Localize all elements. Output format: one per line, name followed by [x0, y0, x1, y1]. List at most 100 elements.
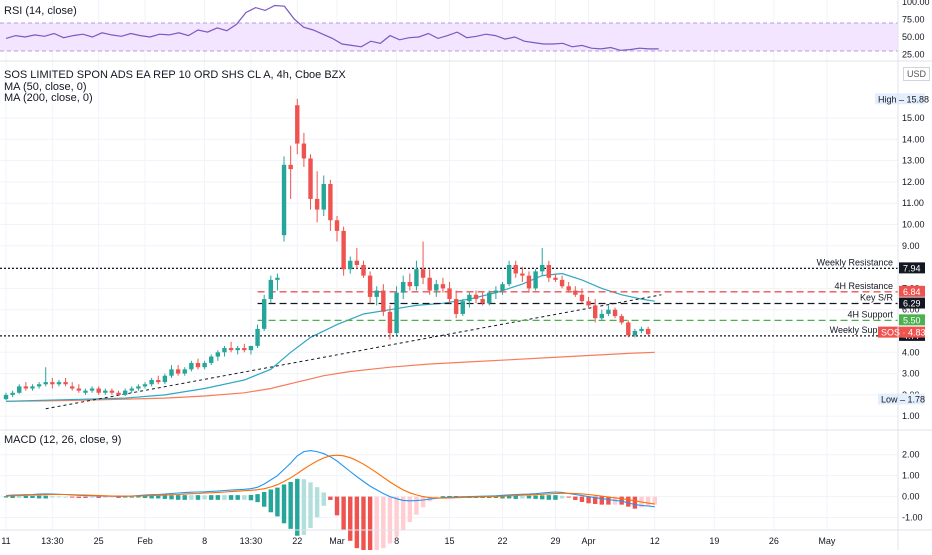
macd-tick-label: -1.00 — [902, 513, 923, 523]
time-tick-label: Mar — [329, 536, 345, 546]
macd-histogram-bar — [96, 496, 101, 498]
macd-histogram-bar — [122, 496, 128, 498]
high-tag — [875, 93, 925, 105]
time-tick-label: 22 — [292, 536, 302, 546]
candle-body — [242, 348, 247, 351]
macd-histogram-bar — [129, 496, 134, 498]
rsi-title[interactable]: RSI (14, close) — [4, 5, 77, 17]
macd-histogram-bar — [142, 495, 148, 498]
macd-histogram-bar — [136, 496, 141, 498]
candle-body — [639, 328, 644, 331]
candle-body — [533, 271, 538, 289]
candle-body — [427, 277, 432, 291]
candle-body — [156, 379, 161, 383]
candle-body — [460, 301, 465, 314]
candle-body — [281, 164, 287, 236]
candle-body — [619, 316, 624, 323]
symbol-title[interactable]: SOS LIMITED SPON ADS EA REP 10 ORD SHS C… — [4, 69, 346, 81]
macd-histogram-bar — [63, 496, 68, 498]
macd-tick-label: 2.00 — [902, 450, 920, 460]
macd-histogram-bar — [579, 496, 585, 502]
price-tick-label: 14.00 — [902, 134, 925, 144]
macd-histogram-bar — [387, 496, 393, 544]
candle-body — [420, 269, 426, 278]
macd-histogram-bar — [56, 496, 62, 498]
ma200-legend[interactable]: MA (200, close, 0) — [4, 92, 93, 104]
candle-body — [275, 277, 280, 280]
rsi-line — [5, 4, 659, 51]
candle-body — [50, 382, 55, 385]
candle-body — [493, 290, 499, 293]
candle-body — [56, 382, 62, 385]
candle-body — [43, 382, 48, 385]
level-tag-value: 5.50 — [903, 315, 921, 325]
candle-body — [540, 264, 545, 272]
candle-body — [467, 294, 472, 302]
macd-histogram-bar — [381, 496, 386, 549]
candle-body — [89, 388, 95, 391]
macd-histogram-bar — [500, 495, 505, 499]
candle-body — [341, 230, 346, 270]
price-tick-label: 6.00 — [902, 305, 920, 315]
candle-body — [592, 305, 598, 319]
ma50-legend[interactable]: MA (50, close, 0) — [4, 81, 87, 93]
macd-histogram-bar — [354, 496, 360, 549]
macd-histogram-bar — [261, 492, 267, 507]
candle-body — [553, 277, 558, 280]
candle-body — [3, 394, 9, 400]
candle-body — [295, 105, 300, 144]
candle-body — [606, 309, 611, 314]
candle-body — [374, 290, 379, 297]
macd-histogram-bar — [17, 495, 22, 498]
level-tag — [899, 262, 925, 274]
candle-body — [612, 309, 618, 317]
price-tick-label: 3.00 — [902, 369, 920, 379]
candle-body — [162, 375, 168, 383]
macd-histogram-bar — [281, 484, 287, 524]
macd-histogram-bar — [321, 492, 326, 506]
macd-histogram-bar — [189, 495, 194, 500]
macd-histogram-bar — [645, 496, 651, 506]
currency-button[interactable]: USD — [903, 67, 931, 81]
candle-body — [447, 288, 452, 300]
candle-body — [506, 264, 512, 285]
candle-body — [434, 284, 439, 291]
macd-histogram-bar — [652, 496, 657, 505]
time-tick-label: 25 — [94, 536, 104, 546]
macd-histogram-bar — [235, 495, 240, 500]
macd-histogram-bar — [520, 495, 525, 499]
macd-histogram-bar — [440, 496, 446, 498]
rsi-pane — [0, 4, 898, 52]
price-tick-label: 4.00 — [902, 347, 920, 357]
candle-body — [586, 301, 591, 306]
macd-histogram-bar — [559, 495, 565, 499]
macd-histogram-bar — [407, 496, 413, 523]
candle-body — [268, 279, 273, 300]
macd-histogram-bar — [10, 495, 15, 498]
candle-body — [401, 282, 406, 293]
macd-histogram-bar — [586, 496, 591, 504]
macd-histogram-bar — [215, 495, 221, 500]
macd-histogram-bar — [314, 487, 320, 518]
candle-body — [453, 299, 459, 314]
candle-body — [30, 386, 35, 389]
macd-title[interactable]: MACD (12, 26, close, 9) — [4, 434, 122, 446]
candle-body — [36, 384, 42, 387]
candle-body — [189, 362, 194, 370]
time-tick-label: 19 — [709, 536, 719, 546]
level-name: 4H Resistance — [834, 281, 893, 291]
candle-body — [10, 392, 15, 395]
macd-histogram-bar — [434, 496, 439, 498]
candle-body — [182, 369, 187, 374]
macd-histogram-bar — [50, 496, 55, 498]
candle-body — [520, 273, 525, 276]
candle-body — [122, 390, 128, 395]
macd-histogram-bar — [30, 495, 35, 498]
macd-histogram-bar — [506, 495, 512, 499]
macd-histogram-bar — [341, 496, 346, 531]
macd-histogram-bar — [619, 496, 624, 505]
candle-body — [314, 198, 320, 210]
candle-body — [301, 143, 307, 159]
candle-body — [83, 390, 88, 393]
